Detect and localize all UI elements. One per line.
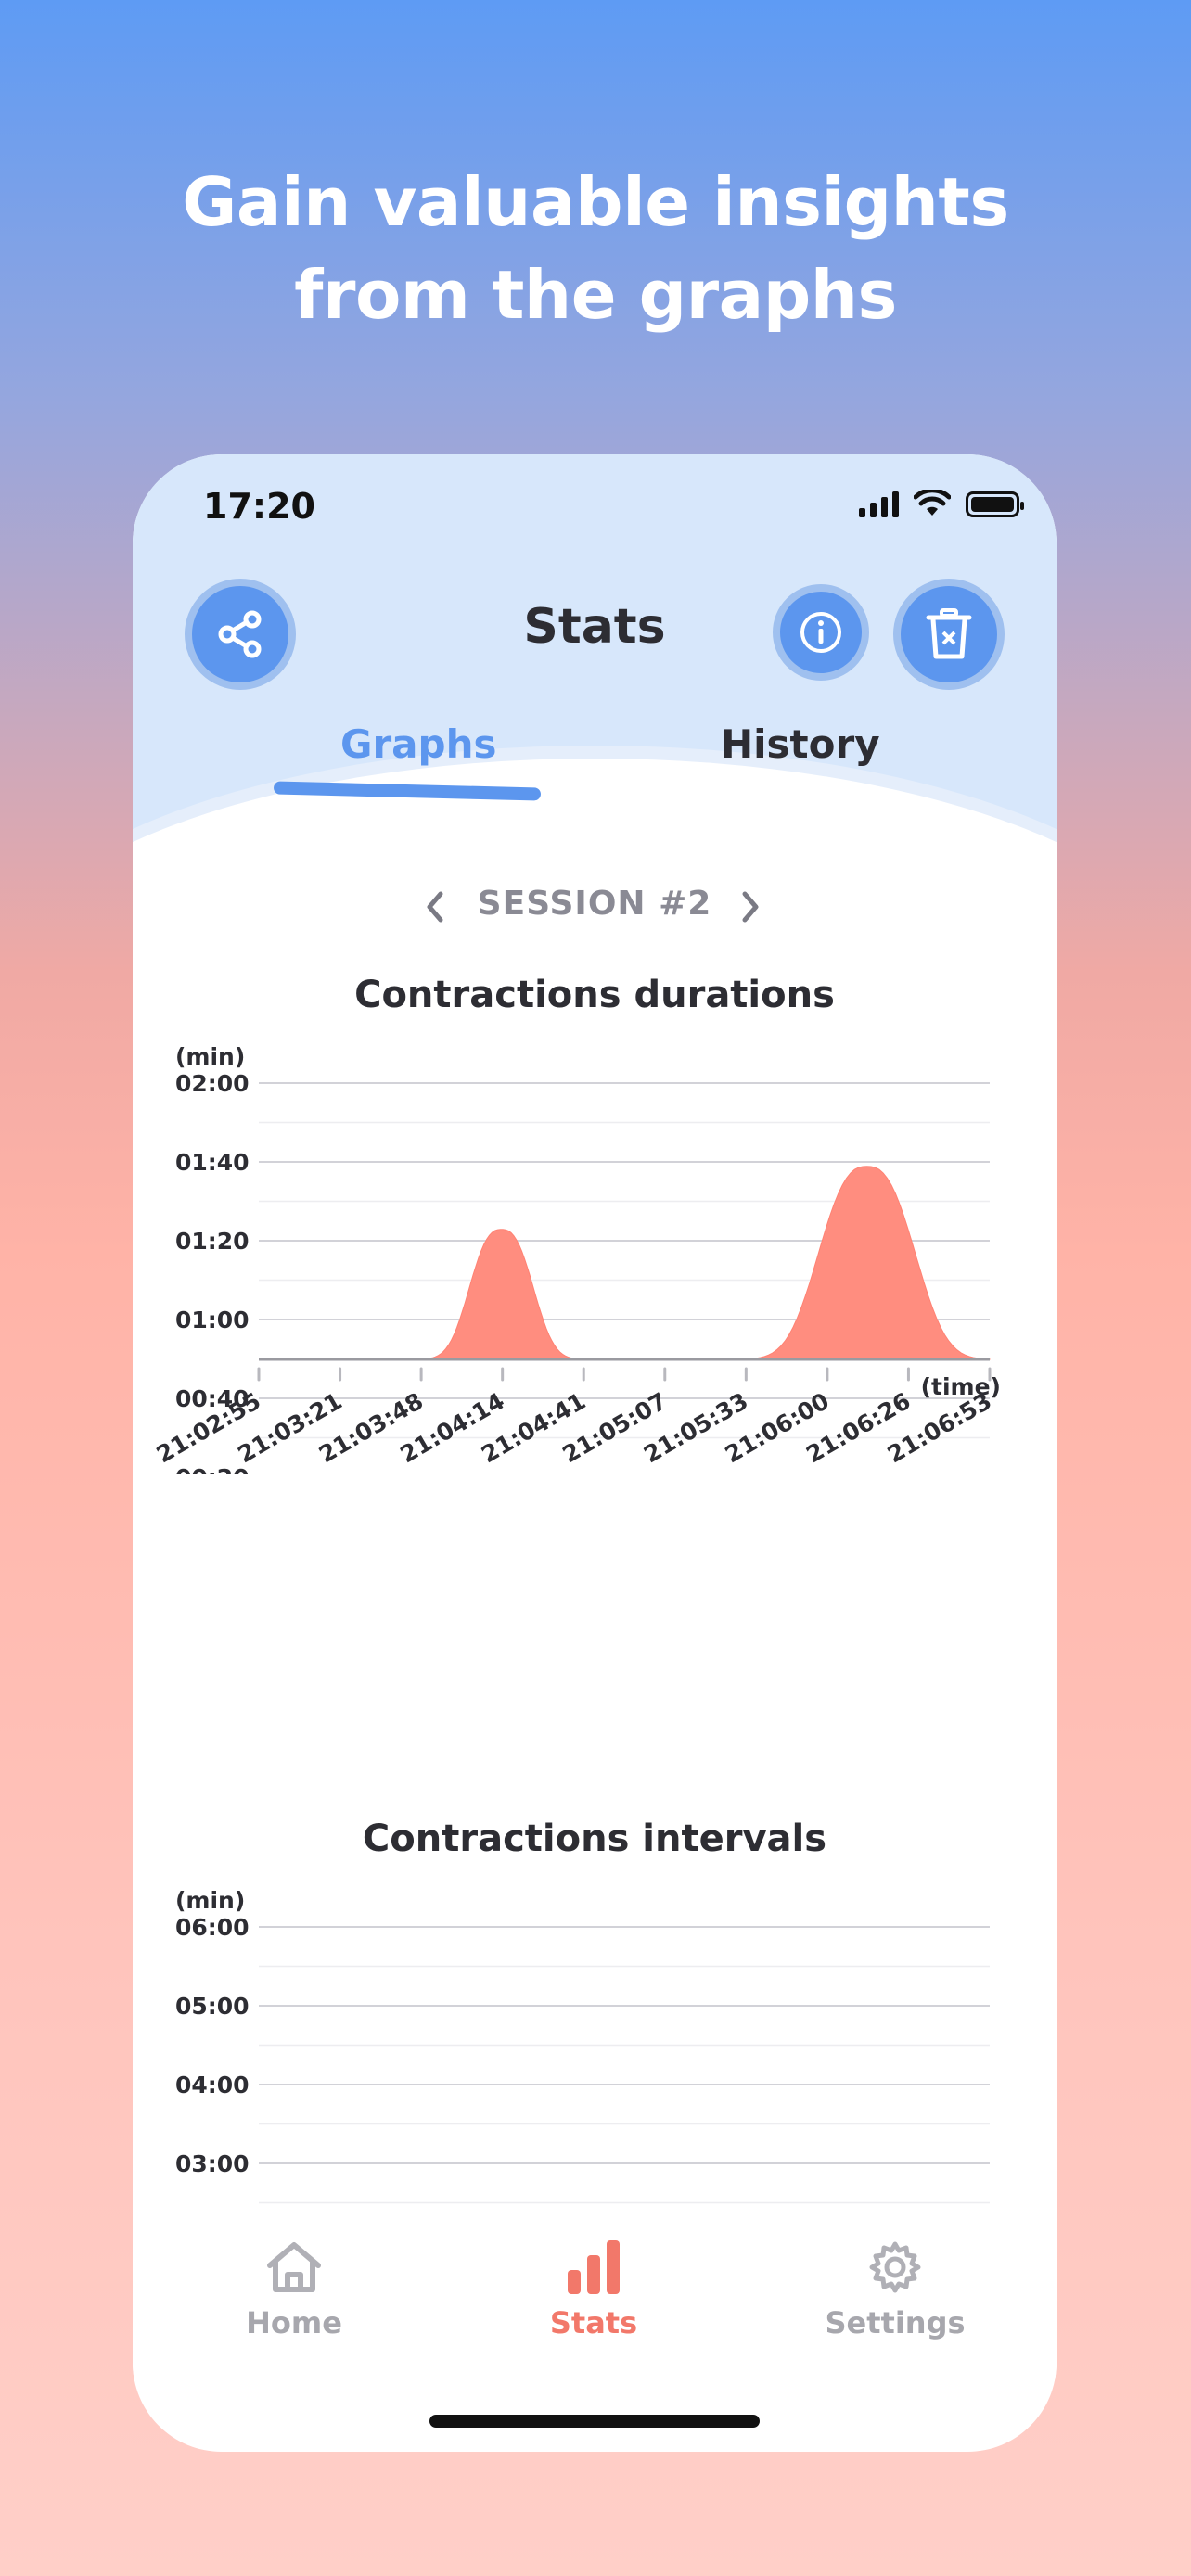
headline-line-1: Gain valuable insights (182, 163, 1009, 241)
durations-chart-title: Contractions durations (354, 974, 835, 1016)
intervals-chart: (min)06:00 05:00 04:00 03:00 (175, 1887, 990, 2204)
tabbar-stats[interactable]: Stats (473, 2235, 714, 2340)
session-selector: SESSION #2 (133, 879, 1057, 935)
previous-session-button[interactable] (415, 885, 455, 929)
content-background (133, 759, 1057, 1241)
x-axis-label: (time) (921, 1373, 1001, 1400)
tabbar-home[interactable]: Home (173, 2235, 415, 2340)
tabbar-stats-label: Stats (549, 2305, 638, 2340)
area-peak-1 (420, 1229, 585, 1360)
info-button[interactable] (773, 584, 869, 681)
trash-icon (926, 608, 972, 659)
chevron-right-icon (742, 891, 759, 923)
tabbar-settings[interactable]: Settings (775, 2235, 1016, 2340)
info-icon (800, 612, 841, 653)
y-tick-label: 00:40 (175, 1385, 250, 1412)
home-indicator (429, 2415, 760, 2428)
cellular-signal-icon (859, 490, 899, 517)
next-session-button[interactable] (730, 885, 771, 929)
headline-line-2: from the graphs (294, 256, 897, 334)
tab-history[interactable]: History (721, 721, 880, 767)
y-tick-label: 02:00 (175, 1070, 250, 1097)
status-time: 17:20 (203, 486, 315, 527)
battery-icon (966, 491, 1024, 517)
share-button[interactable] (185, 579, 296, 690)
y-tick-label: 01:40 (175, 1149, 250, 1176)
y-tick-label: 04:00 (175, 2072, 250, 2098)
status-icons (859, 490, 1024, 517)
y-axis-label: (min) (175, 1887, 245, 1914)
y-tick-label: 03:00 (175, 2150, 250, 2177)
tabbar-settings-label: Settings (825, 2305, 966, 2340)
bottom-tab-bar: Home Stats Settings (133, 2213, 1057, 2379)
headline: Gain valuable insights from the graphs (0, 156, 1191, 341)
wifi-icon (914, 490, 951, 516)
chevron-left-icon (427, 891, 443, 923)
delete-button[interactable] (893, 579, 1005, 690)
page-title: Stats (523, 599, 666, 655)
bar-chart-icon (568, 2240, 620, 2294)
y-axis-label: (min) (175, 1043, 245, 1070)
share-icon (218, 610, 262, 658)
intervals-chart-title: Contractions intervals (362, 1817, 827, 1860)
y-tick-label: 05:00 (175, 1993, 250, 2020)
tab-graphs[interactable]: Graphs (340, 721, 497, 767)
home-icon (267, 2242, 321, 2292)
y-tick-label: 06:00 (175, 1914, 250, 1941)
gear-icon (869, 2241, 921, 2293)
phone-screen: 17:20 Stats (133, 454, 1057, 2452)
y-tick-label: 01:20 (175, 1228, 250, 1255)
durations-chart: (min)02:0001:4001:2001:0000:4000:2021:02… (152, 1043, 1001, 1474)
tabbar-home-label: Home (246, 2305, 342, 2340)
area-peak-2 (743, 1166, 991, 1360)
y-tick-label: 00:20 (175, 1464, 250, 1474)
y-tick-label: 01:00 (175, 1307, 250, 1333)
session-label: SESSION #2 (477, 885, 712, 923)
